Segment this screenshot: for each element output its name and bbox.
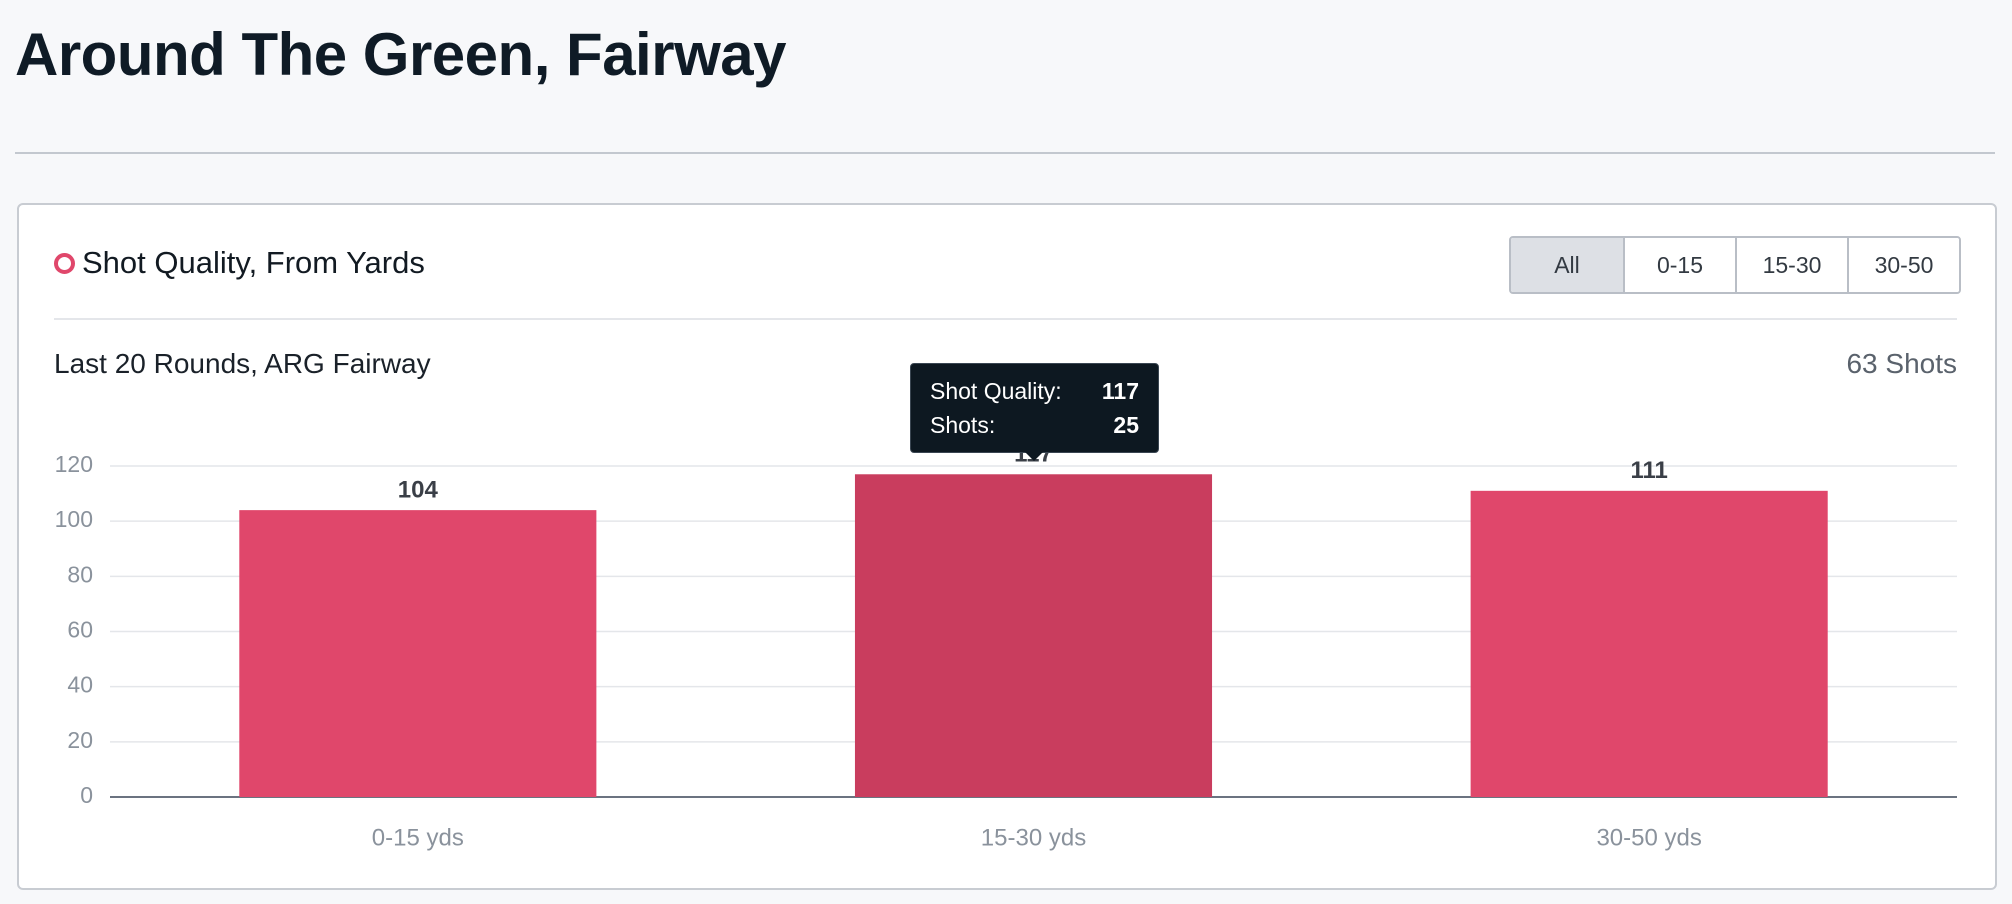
card-title: Shot Quality, From Yards — [82, 245, 425, 280]
y-tick-label: 100 — [55, 506, 93, 532]
tooltip-arrow — [1025, 452, 1043, 461]
shot-count: 63 Shots — [1846, 348, 1957, 379]
filter-button[interactable]: 30-50 — [1847, 238, 1959, 292]
y-tick-label: 20 — [67, 727, 93, 753]
tooltip-value: 25 — [1113, 411, 1139, 438]
tooltip-label: Shot Quality: — [930, 377, 1062, 404]
filter-button[interactable]: 15-30 — [1735, 238, 1847, 292]
bar — [1470, 490, 1828, 797]
card-icon — [54, 253, 75, 274]
filter-button[interactable]: 0-15 — [1623, 238, 1735, 292]
page-title: Around The Green, Fairway — [15, 21, 787, 88]
x-tick-label: 15-30 yds — [981, 824, 1086, 851]
y-tick-label: 60 — [67, 617, 93, 643]
bar — [854, 474, 1213, 797]
x-tick-label: 0-15 yds — [372, 824, 464, 851]
divider — [15, 152, 1995, 154]
y-tick-label: 120 — [55, 451, 93, 477]
tooltip-row: Shots: 25 — [930, 408, 1139, 442]
tooltip-row: Shot Quality: 117 — [930, 374, 1139, 408]
divider — [54, 318, 1957, 320]
value-label: 104 — [398, 476, 439, 503]
tooltip-value: 117 — [1101, 377, 1139, 404]
y-tick-label: 40 — [67, 672, 93, 698]
value-label: 111 — [1630, 457, 1667, 484]
y-tick-label: 0 — [80, 782, 93, 808]
bar — [239, 510, 597, 797]
x-tick-label: 30-50 yds — [1596, 824, 1701, 851]
filter-button[interactable]: All — [1511, 238, 1623, 292]
card-subtitle: Last 20 Rounds, ARG Fairway — [54, 348, 431, 379]
tooltip: Shot Quality: 117 Shots: 25 — [910, 363, 1159, 453]
y-tick-label: 80 — [67, 561, 93, 587]
tooltip-label: Shots: — [930, 411, 996, 438]
filter-group: All 0-15 15-30 30-50 — [1509, 236, 1961, 294]
